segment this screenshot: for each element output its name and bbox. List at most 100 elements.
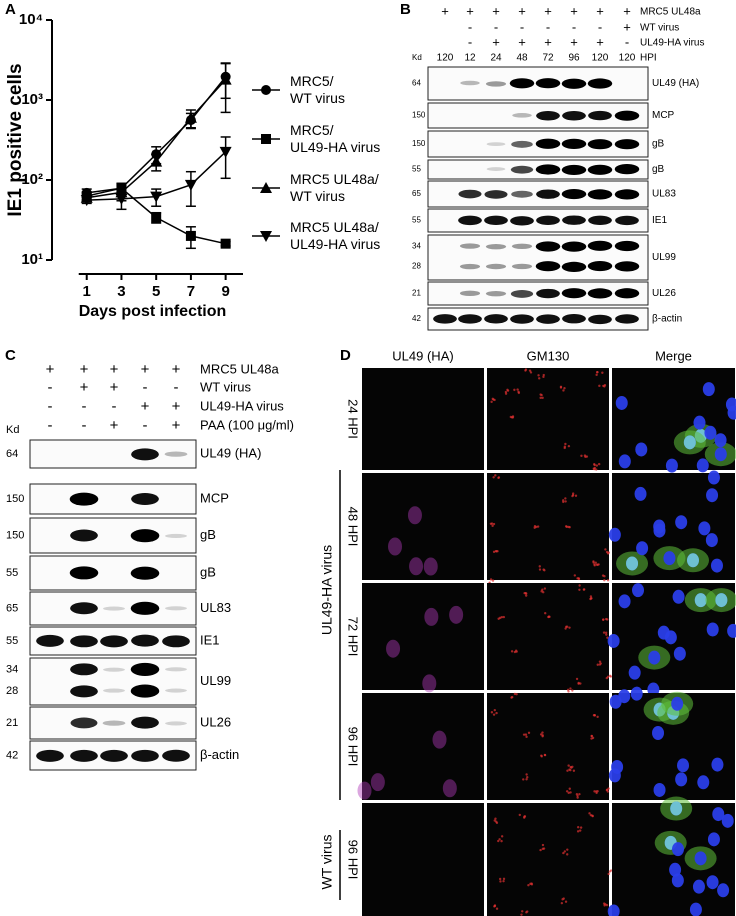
kd-value: 34 xyxy=(412,241,421,250)
cell xyxy=(593,564,596,567)
band xyxy=(588,110,612,121)
series-line xyxy=(86,76,227,194)
cell xyxy=(510,696,513,699)
band xyxy=(535,241,561,252)
cell xyxy=(541,588,544,591)
cell xyxy=(605,676,609,680)
condition-mark: + xyxy=(492,34,500,49)
cell xyxy=(601,371,604,374)
band xyxy=(131,448,159,461)
cell xyxy=(442,779,457,798)
cell xyxy=(493,708,496,712)
cell xyxy=(593,467,596,471)
band xyxy=(561,188,587,200)
panel-letter: B xyxy=(400,1,411,18)
cell xyxy=(608,674,612,678)
cell xyxy=(707,470,720,485)
band xyxy=(561,138,587,149)
cell xyxy=(564,500,567,503)
cell xyxy=(593,790,596,793)
cell xyxy=(604,903,607,906)
cell xyxy=(541,843,545,847)
cell xyxy=(671,873,684,888)
cell xyxy=(598,384,601,388)
cell xyxy=(635,442,648,457)
y-axis-title: IE1 positive cells xyxy=(5,63,26,216)
condition-mark: + xyxy=(518,3,526,18)
cell xyxy=(562,851,565,855)
condition-mark: - xyxy=(143,417,148,434)
cell xyxy=(489,578,493,581)
band xyxy=(535,164,561,175)
band xyxy=(536,215,560,226)
band xyxy=(561,261,587,273)
cell xyxy=(521,910,524,913)
cell xyxy=(525,735,528,739)
cell xyxy=(593,463,596,466)
condition-mark: + xyxy=(466,3,474,18)
condition-mark: - xyxy=(48,417,53,434)
cell xyxy=(697,775,710,790)
kd-value: 150 xyxy=(412,139,426,148)
kd-value: 65 xyxy=(6,602,18,614)
cell xyxy=(675,515,688,530)
cell xyxy=(495,907,499,910)
band xyxy=(510,216,534,226)
y-tick-label: 10² xyxy=(21,171,43,188)
cell xyxy=(607,633,620,648)
condition-mark: + xyxy=(570,34,578,49)
cell xyxy=(515,650,518,653)
cell xyxy=(606,618,609,621)
kd-value: 150 xyxy=(6,529,24,541)
cell xyxy=(423,557,438,576)
condition-label: PAA (100 μg/ml) xyxy=(200,417,294,432)
cell xyxy=(611,759,624,774)
kd-value: 55 xyxy=(412,165,421,174)
legend-label: MRC5/ UL49-HA virus xyxy=(290,122,381,155)
band xyxy=(587,189,613,200)
cell xyxy=(604,548,607,551)
band xyxy=(561,241,587,252)
band xyxy=(484,215,508,226)
legend-label: MRC5 UL48a/ UL49-HA virus xyxy=(290,219,381,252)
kd-value: 42 xyxy=(6,749,18,761)
band xyxy=(70,663,98,676)
condition-mark: + xyxy=(172,361,181,378)
cell xyxy=(500,839,503,843)
kd-value: 55 xyxy=(6,567,18,579)
cell xyxy=(492,713,496,716)
cell xyxy=(577,577,580,580)
blot-panel xyxy=(29,517,197,554)
band xyxy=(511,190,533,198)
cell xyxy=(597,462,601,466)
cell xyxy=(672,589,685,604)
cell xyxy=(495,711,498,715)
band xyxy=(165,533,187,538)
band xyxy=(70,529,98,542)
cell xyxy=(492,476,495,479)
cell xyxy=(537,374,540,377)
cell xyxy=(525,778,528,781)
band xyxy=(562,314,586,324)
cell xyxy=(592,560,595,563)
cell xyxy=(370,773,385,792)
cell xyxy=(567,764,570,767)
group-label: UL49-HA virus xyxy=(319,545,335,635)
band xyxy=(485,263,507,270)
micrograph xyxy=(362,473,484,580)
cell xyxy=(632,583,645,598)
cell xyxy=(528,369,532,372)
cell xyxy=(696,458,709,473)
micrograph xyxy=(487,368,609,470)
blot-panel xyxy=(29,657,197,706)
band xyxy=(433,314,457,324)
cell xyxy=(524,594,528,597)
band xyxy=(69,566,99,580)
cell xyxy=(497,476,501,479)
cell xyxy=(665,458,678,473)
condition-mark: + xyxy=(570,3,578,18)
cell xyxy=(539,733,543,736)
protein-label: UL49 (HA) xyxy=(200,445,261,460)
cell xyxy=(618,594,631,609)
